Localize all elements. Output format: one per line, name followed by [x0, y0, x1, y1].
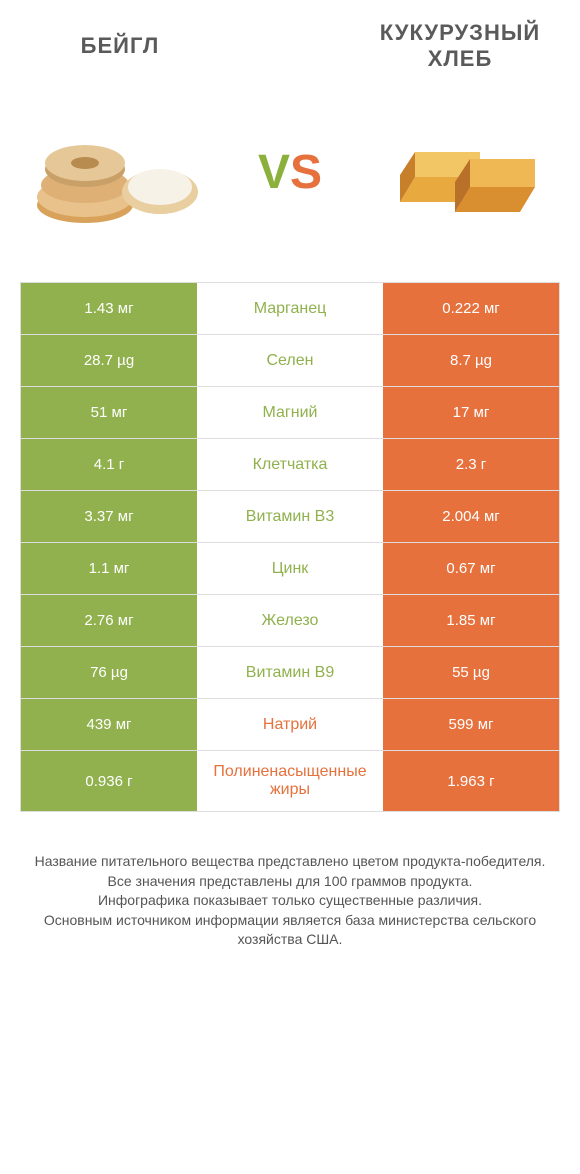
left-value-cell: 1.1 мг [21, 543, 197, 594]
vs-label: VS [220, 145, 360, 200]
table-row: 0.936 гПолиненасыщенные жиры1.963 г [21, 751, 559, 811]
left-product-image [20, 102, 220, 242]
footer-line: Название питательного вещества представл… [30, 852, 550, 872]
right-product-title: КУКУРУЗНЫЙ ХЛЕБ [360, 20, 560, 72]
right-value-cell: 55 µg [383, 647, 559, 698]
table-row: 439 мгНатрий599 мг [21, 699, 559, 751]
product-images-row: VS [20, 102, 560, 242]
left-value-cell: 51 мг [21, 387, 197, 438]
comparison-table: 1.43 мгМарганец0.222 мг28.7 µgСелен8.7 µ… [20, 282, 560, 812]
table-row: 1.1 мгЦинк0.67 мг [21, 543, 559, 595]
left-value-cell: 2.76 мг [21, 595, 197, 646]
left-product-title: БЕЙГЛ [20, 33, 220, 59]
nutrient-label-cell: Селен [197, 335, 383, 386]
table-row: 4.1 гКлетчатка2.3 г [21, 439, 559, 491]
footer-line: Все значения представлены для 100 граммо… [30, 872, 550, 892]
left-value-cell: 3.37 мг [21, 491, 197, 542]
left-value-cell: 76 µg [21, 647, 197, 698]
nutrient-label-cell: Цинк [197, 543, 383, 594]
left-value-cell: 439 мг [21, 699, 197, 750]
vs-v: V [258, 146, 290, 199]
nutrient-label-cell: Натрий [197, 699, 383, 750]
right-value-cell: 17 мг [383, 387, 559, 438]
right-value-cell: 0.67 мг [383, 543, 559, 594]
table-row: 76 µgВитамин B955 µg [21, 647, 559, 699]
nutrient-label-cell: Магний [197, 387, 383, 438]
footer-notes: Название питательного вещества представл… [20, 852, 560, 950]
left-value-cell: 4.1 г [21, 439, 197, 490]
nutrient-label-cell: Полиненасыщенные жиры [197, 751, 383, 811]
table-row: 28.7 µgСелен8.7 µg [21, 335, 559, 387]
nutrient-label-cell: Марганец [197, 283, 383, 334]
table-row: 3.37 мгВитамин B32.004 мг [21, 491, 559, 543]
right-value-cell: 8.7 µg [383, 335, 559, 386]
table-row: 2.76 мгЖелезо1.85 мг [21, 595, 559, 647]
nutrient-label-cell: Железо [197, 595, 383, 646]
table-row: 1.43 мгМарганец0.222 мг [21, 283, 559, 335]
left-value-cell: 0.936 г [21, 751, 197, 811]
right-product-image [360, 102, 560, 242]
header: БЕЙГЛ КУКУРУЗНЫЙ ХЛЕБ [20, 20, 560, 72]
vs-s: S [290, 146, 322, 199]
table-row: 51 мгМагний17 мг [21, 387, 559, 439]
footer-line: Основным источником информации является … [30, 911, 550, 950]
right-value-cell: 599 мг [383, 699, 559, 750]
right-value-cell: 1.85 мг [383, 595, 559, 646]
nutrient-label-cell: Витамин B9 [197, 647, 383, 698]
left-value-cell: 28.7 µg [21, 335, 197, 386]
right-value-cell: 2.004 мг [383, 491, 559, 542]
right-value-cell: 0.222 мг [383, 283, 559, 334]
right-value-cell: 1.963 г [383, 751, 559, 811]
left-value-cell: 1.43 мг [21, 283, 197, 334]
nutrient-label-cell: Витамин B3 [197, 491, 383, 542]
nutrient-label-cell: Клетчатка [197, 439, 383, 490]
right-value-cell: 2.3 г [383, 439, 559, 490]
footer-line: Инфографика показывает только существенн… [30, 891, 550, 911]
